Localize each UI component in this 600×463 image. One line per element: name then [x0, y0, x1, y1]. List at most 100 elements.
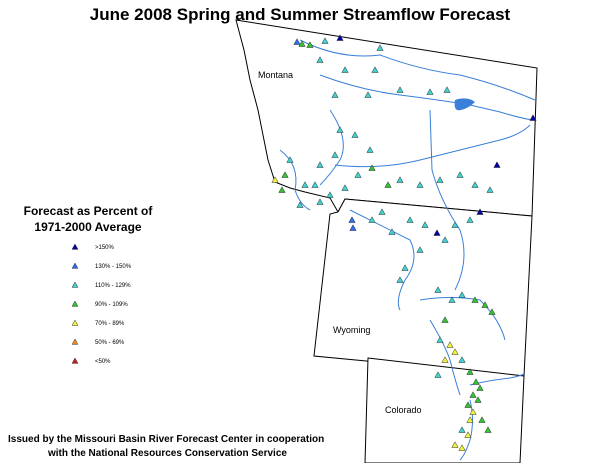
- station-marker: [406, 216, 414, 223]
- station-marker: [529, 114, 537, 121]
- station-marker: [341, 66, 349, 73]
- station-marker: [426, 88, 434, 95]
- footer-text: with the National Resources Conservation…: [47, 448, 287, 459]
- legend-label: 90% - 109%: [95, 302, 128, 308]
- footer-text: Issued by the Missouri Basin River Forec…: [8, 434, 324, 445]
- legend-swatch: [71, 319, 79, 326]
- station-marker: [301, 181, 309, 188]
- river: [469, 373, 525, 386]
- station-marker: [486, 186, 494, 193]
- station-marker: [458, 444, 466, 451]
- station-marker: [466, 368, 474, 375]
- station-marker: [336, 126, 344, 133]
- station-marker: [416, 246, 424, 253]
- legend-swatch: [71, 300, 79, 307]
- river: [334, 124, 531, 168]
- station-marker: [441, 316, 449, 323]
- station-marker: [478, 416, 486, 423]
- station-marker: [378, 208, 386, 215]
- legend-swatch: [71, 338, 79, 345]
- station-marker: [458, 426, 466, 433]
- station-marker: [331, 91, 339, 98]
- station-marker: [471, 181, 479, 188]
- station-marker: [451, 221, 459, 228]
- station-marker: [469, 391, 477, 398]
- station-marker: [488, 308, 496, 315]
- river: [299, 39, 536, 101]
- river: [349, 209, 415, 311]
- legend-label: <50%: [95, 359, 111, 365]
- title: June 2008 Spring and Summer Streamflow F…: [90, 5, 511, 24]
- colorado-outline: [364, 357, 525, 463]
- state-outlines: [235, 19, 538, 463]
- lake: [454, 98, 475, 111]
- station-marker: [271, 176, 279, 183]
- station-marker: [349, 224, 357, 231]
- station-marker: [286, 156, 294, 163]
- station-marker: [458, 356, 466, 363]
- station-marker: [331, 151, 339, 158]
- river: [319, 109, 344, 186]
- legend: >150% 130% - 150% 110% - 129% 90% - 109% 70%…: [71, 243, 132, 365]
- state-label: Colorado: [385, 405, 422, 415]
- river: [429, 109, 465, 291]
- river: [419, 297, 506, 341]
- station-marker: [384, 181, 392, 188]
- station-marker: [321, 37, 329, 44]
- station-marker: [474, 396, 482, 403]
- station-marker: [451, 441, 459, 448]
- station-marker: [443, 86, 451, 93]
- station-marker: [451, 348, 459, 355]
- legend-swatch: [71, 243, 79, 250]
- station-marker: [484, 426, 492, 433]
- state-label: Montana: [258, 70, 293, 80]
- station-marker: [434, 286, 442, 293]
- legend-swatch: [71, 262, 79, 269]
- station-marker: [446, 341, 454, 348]
- station-marker: [354, 171, 362, 178]
- station-marker: [366, 146, 374, 153]
- station-marker: [476, 208, 484, 215]
- station-marker: [416, 181, 424, 188]
- station-marker: [464, 401, 472, 408]
- legend-label: 110% - 129%: [95, 283, 131, 289]
- legend-swatch: [71, 357, 79, 364]
- station-marker: [466, 216, 474, 223]
- legend-label: 50% - 69%: [95, 340, 125, 346]
- station-marker: [458, 291, 466, 298]
- station-marker: [476, 384, 484, 391]
- station-marker: [351, 131, 359, 138]
- legend-label: >150%: [95, 245, 115, 251]
- legend-label: 130% - 150%: [95, 264, 132, 270]
- station-marker: [401, 264, 409, 271]
- station-marker: [316, 198, 324, 205]
- station-marker: [421, 221, 429, 228]
- river: [319, 74, 533, 121]
- station-marker: [441, 356, 449, 363]
- station-marker: [388, 228, 396, 235]
- station-marker: [368, 216, 376, 223]
- station-marker: [316, 56, 324, 63]
- station-marker: [471, 296, 479, 303]
- state-label: Wyoming: [333, 325, 370, 335]
- station-marker: [469, 408, 477, 415]
- station-marker: [396, 176, 404, 183]
- station-marker: [434, 371, 442, 378]
- station-marker: [281, 171, 289, 178]
- station-marker: [472, 378, 480, 385]
- station-marker: [368, 164, 376, 171]
- station-marker: [278, 186, 286, 193]
- station-marker: [348, 216, 356, 223]
- station-marker: [396, 276, 404, 283]
- legend-swatch: [71, 281, 79, 288]
- station-marker: [441, 236, 449, 243]
- station-marker: [326, 191, 334, 198]
- station-marker: [436, 336, 444, 343]
- station-marker: [298, 40, 306, 47]
- river: [429, 319, 461, 396]
- station-marker: [293, 38, 301, 45]
- station-marker: [306, 41, 314, 48]
- station-marker: [464, 431, 472, 438]
- station-marker: [341, 184, 349, 191]
